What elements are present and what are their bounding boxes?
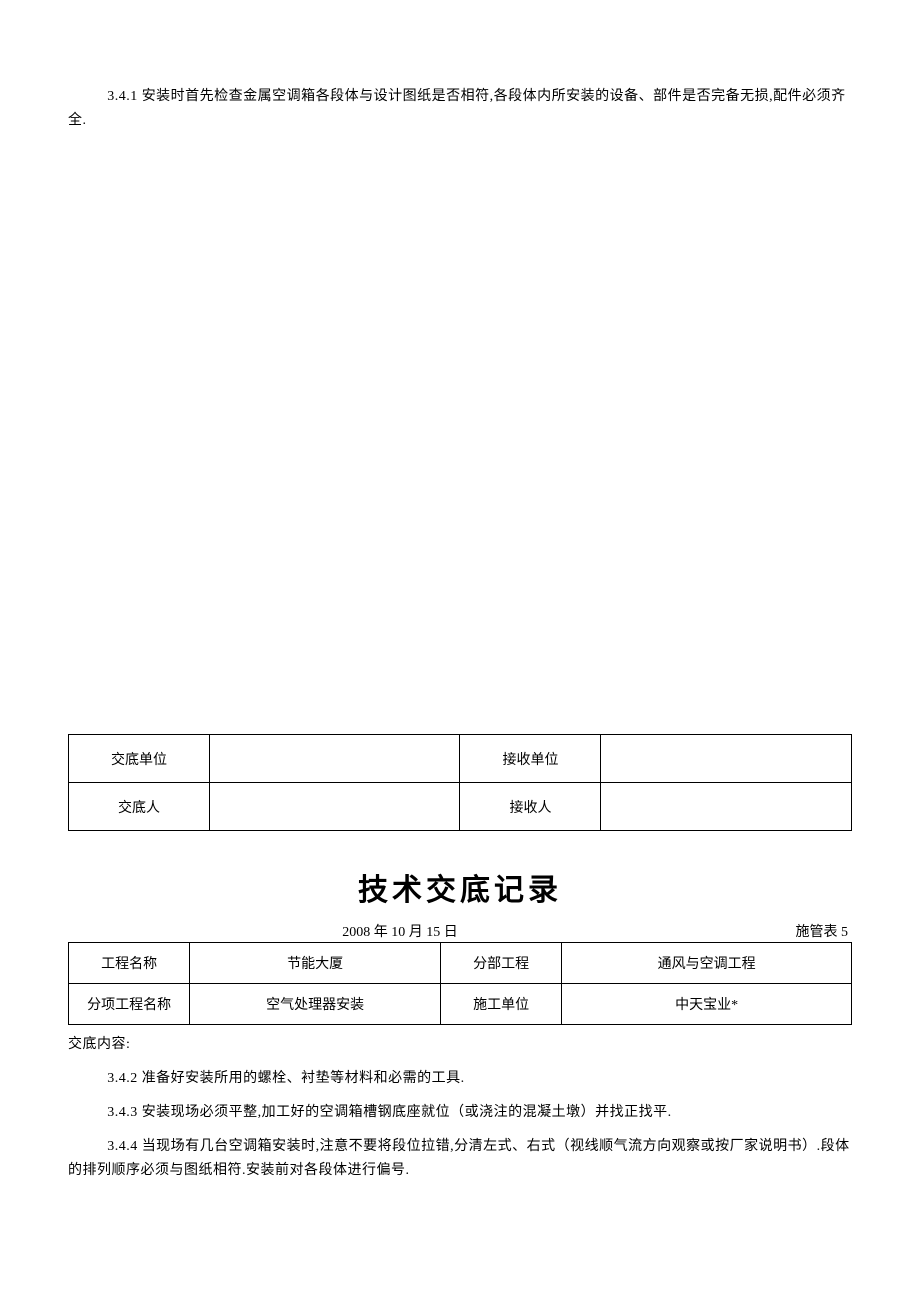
table-row: 交底单位 接收单位 <box>69 735 852 783</box>
table-number: 施管表 5 <box>732 921 852 941</box>
section-heading: 交底内容: <box>68 1033 852 1057</box>
signoff-table: 交底单位 接收单位 交底人 接收人 <box>68 734 852 831</box>
cell-value <box>601 783 852 831</box>
cell-label: 施工单位 <box>440 984 561 1025</box>
cell-label: 接收单位 <box>460 735 601 783</box>
paragraph-3-4-4: 3.4.4 当现场有几台空调箱安装时,注意不要将段位拉错,分清左式、右式（视线顺… <box>68 1135 852 1183</box>
paragraph-3-4-2: 3.4.2 准备好安装所用的螺栓、衬垫等材料和必需的工具. <box>68 1067 852 1091</box>
cell-value: 节能大厦 <box>190 943 441 984</box>
table-row: 工程名称 节能大厦 分部工程 通风与空调工程 <box>69 943 852 984</box>
cell-label: 接收人 <box>460 783 601 831</box>
cell-value: 通风与空调工程 <box>562 943 852 984</box>
cell-value: 中天宝业* <box>562 984 852 1025</box>
content-section: 交底内容: 3.4.2 准备好安装所用的螺栓、衬垫等材料和必需的工具. 3.4.… <box>68 1033 852 1193</box>
paragraph-3-4-1: 3.4.1 安装时首先检查金属空调箱各段体与设计图纸是否相符,各段体内所安装的设… <box>68 85 852 133</box>
cell-label: 交底单位 <box>69 735 210 783</box>
cell-label: 工程名称 <box>69 943 190 984</box>
cell-label: 交底人 <box>69 783 210 831</box>
cell-value <box>209 735 460 783</box>
cell-value: 空气处理器安装 <box>190 984 441 1025</box>
table-row: 交底人 接收人 <box>69 783 852 831</box>
date-text: 2008 年 10 月 15 日 <box>68 921 732 941</box>
cell-value <box>601 735 852 783</box>
cell-label: 分部工程 <box>440 943 561 984</box>
page-title: 技术交底记录 <box>0 865 920 909</box>
cell-label: 分项工程名称 <box>69 984 190 1025</box>
project-info-table: 工程名称 节能大厦 分部工程 通风与空调工程 分项工程名称 空气处理器安装 施工… <box>68 942 852 1025</box>
date-row: 2008 年 10 月 15 日 施管表 5 <box>68 921 852 941</box>
cell-value <box>209 783 460 831</box>
paragraph-3-4-3: 3.4.3 安装现场必须平整,加工好的空调箱槽钢底座就位（或浇注的混凝土墩）并找… <box>68 1101 852 1125</box>
table-row: 分项工程名称 空气处理器安装 施工单位 中天宝业* <box>69 984 852 1025</box>
